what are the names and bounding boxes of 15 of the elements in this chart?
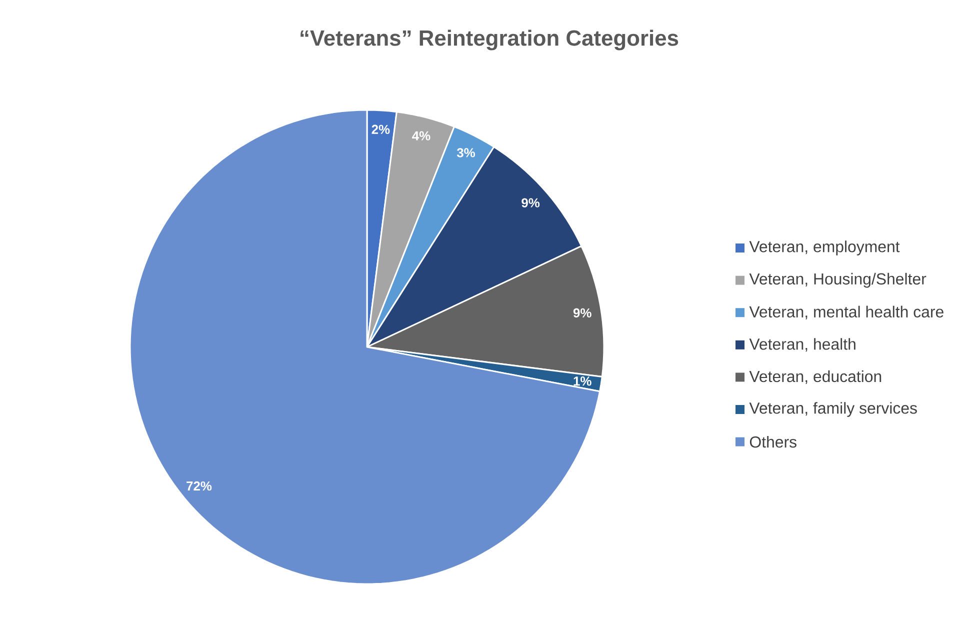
legend-label: Veteran, employment <box>749 240 900 256</box>
chart-title: “Veterans” Reintegration Categories <box>300 30 678 50</box>
data-label: 3% <box>456 148 476 158</box>
legend-label: Veteran, health <box>749 338 856 352</box>
data-label: 1% <box>574 376 592 386</box>
data-label: 2% <box>372 124 390 134</box>
data-label: 9% <box>573 308 592 318</box>
data-label: 72% <box>186 481 212 491</box>
data-label: 9% <box>522 198 540 208</box>
legend-label: Others <box>750 436 796 448</box>
legend-label: Veteran, education <box>749 370 882 384</box>
legend-label: Veteran, mental health care <box>749 306 944 320</box>
legend-label: Veteran, Housing/Shelter <box>749 272 926 288</box>
data-label: 4% <box>412 131 430 140</box>
legend-label: Veteran, family services <box>749 402 917 417</box>
